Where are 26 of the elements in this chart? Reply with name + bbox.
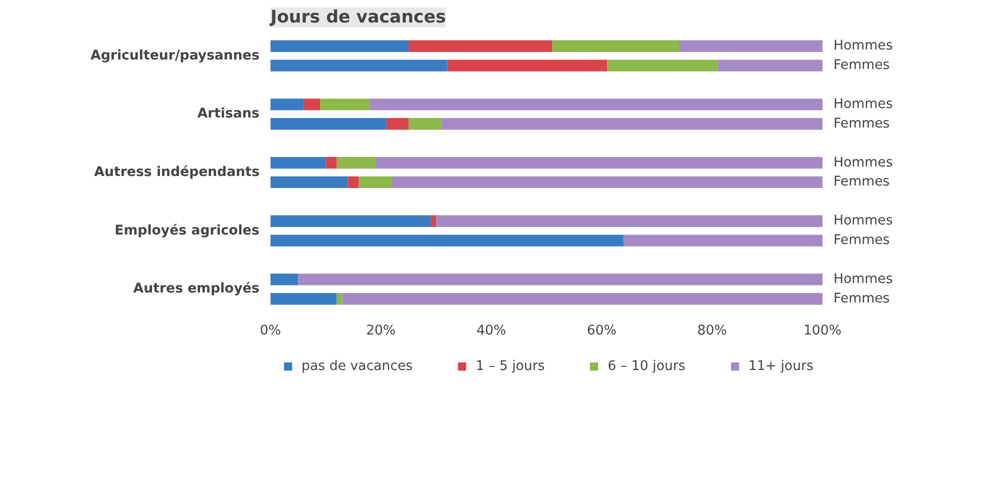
- y-tick-label: Hommes: [834, 272, 893, 287]
- chart-title: Jours de vacances: [270, 8, 446, 28]
- text: Autres employés: [133, 282, 260, 297]
- x-tick-label: 80%: [697, 324, 727, 338]
- y-tick-label: Femmes: [834, 233, 890, 248]
- x-tick-label: 0%: [260, 324, 282, 338]
- y-tick-label: Femmes: [834, 58, 890, 74]
- y-tick-label: Hommes: [834, 214, 893, 229]
- y-tick-label: Femmes: [834, 291, 890, 306]
- y-tick-label: Femmes: [834, 116, 890, 132]
- legend-label: 6 – 10 jours: [608, 358, 686, 374]
- text: Agriculteur/paysannes: [90, 48, 260, 64]
- y-tick-label: Hommes: [834, 96, 893, 112]
- legend-label: 11+ jours: [748, 358, 814, 374]
- text: Autress indépendants: [94, 165, 260, 180]
- x-tick-label: 60%: [586, 324, 617, 338]
- text: Artisans: [197, 106, 260, 122]
- y-tick-label: Femmes: [834, 174, 890, 190]
- legend-label: 1 – 5 jours: [476, 358, 545, 374]
- y-tick-label: Hommes: [834, 155, 893, 170]
- x-tick-label: 20%: [366, 324, 396, 338]
- x-tick-label: 40%: [476, 324, 506, 338]
- x-tick-label: 100%: [803, 324, 842, 338]
- y-tick-label: Hommes: [834, 38, 893, 54]
- legend-label: pas de vacances: [302, 358, 413, 374]
- text: Employés agricoles: [114, 223, 260, 238]
